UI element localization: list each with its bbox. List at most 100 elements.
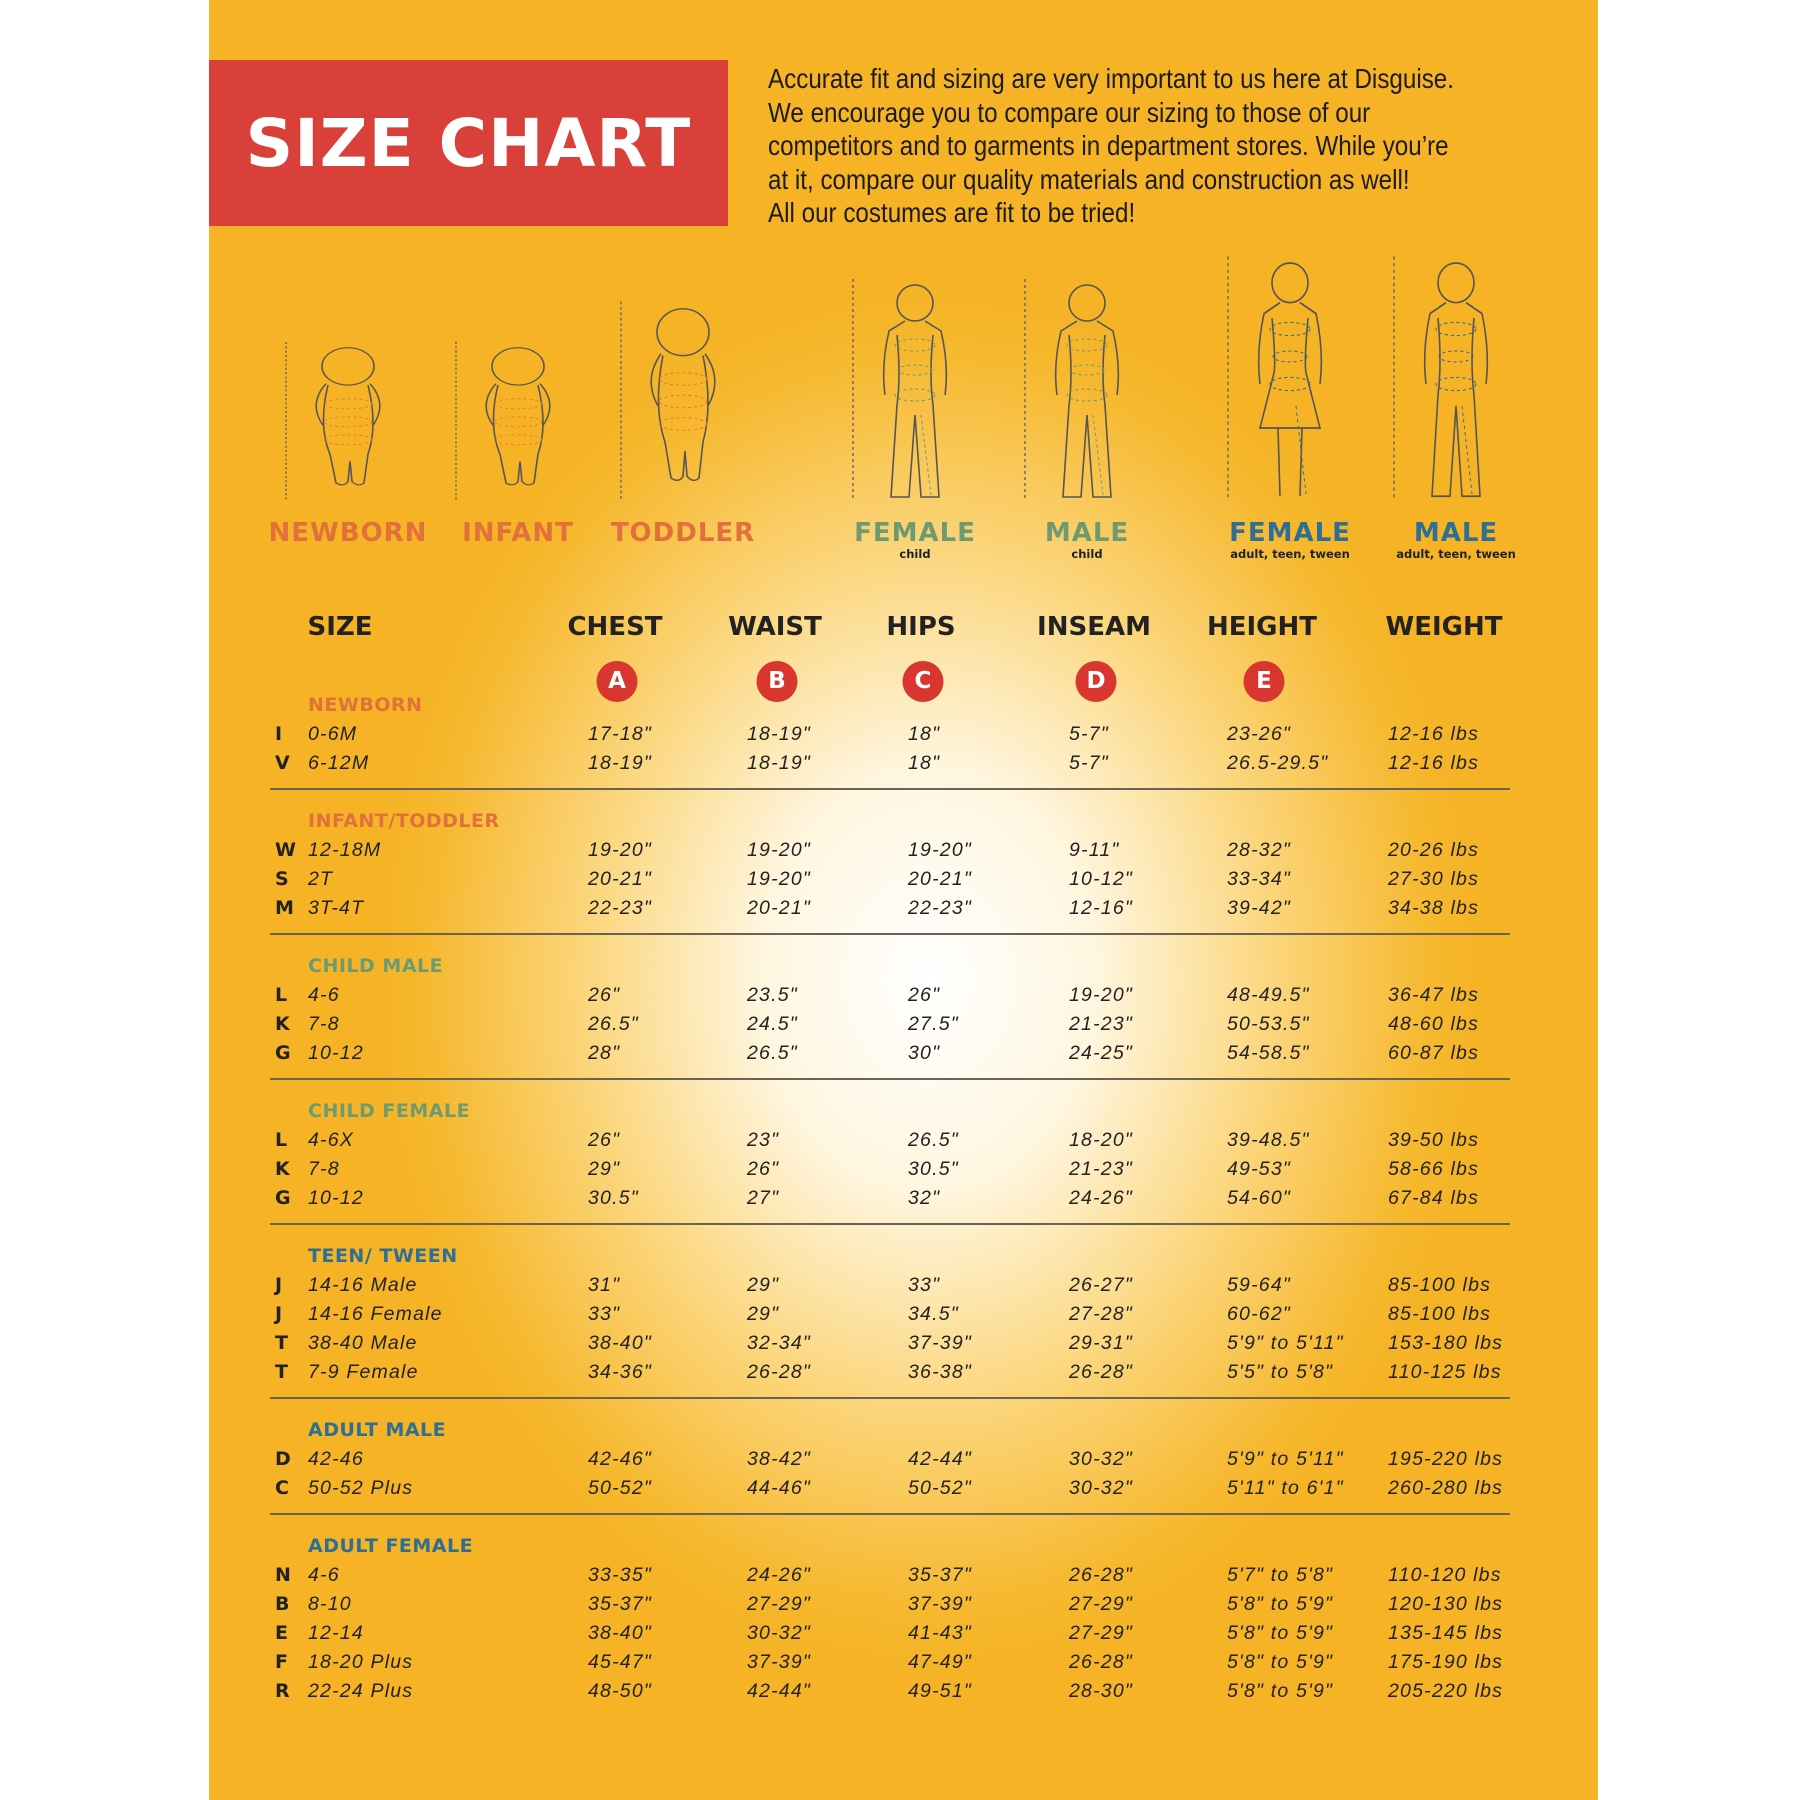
hips-value: 26.5" <box>908 1129 959 1151</box>
weight-value: 48-60 lbs <box>1388 1013 1480 1035</box>
table-row: J 14-16 Male 31" 29" 33" 26-27" 59-64" 85-100 … <box>270 1271 1510 1300</box>
size-code: T <box>275 1361 290 1383</box>
weight-value: 195-220 lbs <box>1388 1448 1504 1470</box>
size-code: T <box>275 1332 290 1354</box>
figure-label-main: MALE <box>1413 518 1499 548</box>
figure-label-main: TODDLER <box>610 518 756 548</box>
size-code: W <box>275 839 298 861</box>
waist-value: 29" <box>747 1303 780 1325</box>
hips-value: 20-21" <box>908 868 972 890</box>
size-value: 2T <box>308 868 334 890</box>
body-outline-icon <box>455 342 551 503</box>
table-row: C 50-52 Plus 50-52" 44-46" 50-52" 30-32" 5'11… <box>270 1474 1510 1503</box>
chest-value: 42-46" <box>588 1448 652 1470</box>
figure-label-sub: adult, teen, tween <box>1230 547 1350 561</box>
section-newborn: NEWBORN I 0-6M 17-18" 18-19" 18" 5-7" 23-26" 1… <box>270 691 1510 790</box>
height-value: 5'8" to 5'9" <box>1227 1651 1334 1673</box>
table-row: L 4-6 26" 23.5" 26" 19-20" 48-49.5" 36-47 lbs <box>270 981 1510 1010</box>
section-child-male: CHILD MALE L 4-6 26" 23.5" 26" 19-20" 48-49.5… <box>270 952 1510 1080</box>
height-value: 59-64" <box>1227 1274 1291 1296</box>
chest-value: 29" <box>588 1158 621 1180</box>
intro-text: Accurate fit and sizing are very importa… <box>768 62 1454 230</box>
size-code: B <box>275 1593 291 1615</box>
figure-label: INFANT <box>462 518 574 548</box>
hips-value: 41-43" <box>908 1622 972 1644</box>
chest-value: 50-52" <box>588 1477 652 1499</box>
inseam-value: 26-27" <box>1069 1274 1133 1296</box>
figure-baby-illustration <box>448 339 588 510</box>
size-value: 14-16 Female <box>308 1303 443 1325</box>
inseam-value: 24-25" <box>1069 1042 1133 1064</box>
waist-value: 27" <box>747 1187 780 1209</box>
section-infant-toddler: INFANT/TODDLER W 12-18M 19-20" 19-20" 19-20… <box>270 807 1510 935</box>
height-value: 5'8" to 5'9" <box>1227 1622 1334 1644</box>
hips-value: 18" <box>908 723 941 745</box>
hips-value: 32" <box>908 1187 941 1209</box>
section-teen-tween: TEEN/ TWEEN J 14-16 Male 31" 29" 33" 26-27" 5… <box>270 1242 1510 1399</box>
table-row: W 12-18M 19-20" 19-20" 19-20" 9-11" 28-32" 20-… <box>270 836 1510 865</box>
size-code: L <box>275 1129 289 1151</box>
table-row: B 8-10 35-37" 27-29" 37-39" 27-29" 5'8" to 5'… <box>270 1590 1510 1619</box>
inseam-value: 5-7" <box>1069 752 1109 774</box>
size-code: M <box>275 897 296 919</box>
table-row: T 38-40 Male 38-40" 32-34" 37-39" 29-31" 5'9"… <box>270 1329 1510 1358</box>
waist-value: 27-29" <box>747 1593 811 1615</box>
waist-value: 20-21" <box>747 897 811 919</box>
size-value: 6-12M <box>308 752 370 774</box>
body-outline-icon <box>620 301 716 502</box>
chest-value: 30.5" <box>588 1187 639 1209</box>
height-value: 48-49.5" <box>1227 984 1310 1006</box>
weight-value: 12-16 lbs <box>1388 723 1480 745</box>
weight-value: 110-120 lbs <box>1388 1564 1502 1586</box>
weight-value: 12-16 lbs <box>1388 752 1480 774</box>
height-value: 39-48.5" <box>1227 1129 1310 1151</box>
inseam-value: 28-30" <box>1069 1680 1133 1702</box>
waist-value: 23" <box>747 1129 780 1151</box>
hips-value: 19-20" <box>908 839 972 861</box>
chest-value: 22-23" <box>588 897 652 919</box>
chest-value: 26" <box>588 1129 621 1151</box>
size-code: K <box>275 1013 291 1035</box>
inseam-value: 27-28" <box>1069 1303 1133 1325</box>
height-value: 54-60" <box>1227 1187 1291 1209</box>
waist-value: 26.5" <box>747 1042 798 1064</box>
table-row: G 10-12 30.5" 27" 32" 24-26" 54-60" 67-84 lbs <box>270 1184 1510 1213</box>
marker-b-circle: B <box>756 661 798 702</box>
waist-value: 42-44" <box>747 1680 811 1702</box>
figure-label-main: MALE <box>1044 518 1130 548</box>
table-row: T 7-9 Female 34-36" 26-28" 36-38" 26-28" 5'5"… <box>270 1358 1510 1387</box>
figure-label-main: NEWBORN <box>268 518 428 548</box>
hips-value: 42-44" <box>908 1448 972 1470</box>
figure-label: MALE child <box>1045 518 1129 560</box>
body-outline-icon <box>1393 256 1489 501</box>
size-value: 10-12 <box>308 1042 364 1064</box>
section-adult-male: ADULT MALE D 42-46 42-46" 38-42" 42-44" 30-3… <box>270 1416 1510 1515</box>
table-row: J 14-16 Female 33" 29" 34.5" 27-28" 60-62" 85-… <box>270 1300 1510 1329</box>
waist-value: 24-26" <box>747 1564 811 1586</box>
weight-value: 153-180 lbs <box>1388 1332 1504 1354</box>
inseam-value: 21-23" <box>1069 1013 1133 1035</box>
body-outline-icon <box>285 342 381 503</box>
figure-adult-female-illustration <box>1220 252 1360 510</box>
table-row: K 7-8 26.5" 24.5" 27.5" 21-23" 50-53.5" 48-60 … <box>270 1010 1510 1039</box>
size-value: 7-8 <box>308 1158 340 1180</box>
hips-value: 37-39" <box>908 1593 972 1615</box>
chest-value: 28" <box>588 1042 621 1064</box>
header-size: SIZE <box>307 612 373 642</box>
size-code: G <box>275 1187 292 1209</box>
height-value: 5'8" to 5'9" <box>1227 1593 1334 1615</box>
body-outline-icon <box>1024 279 1120 501</box>
table-row: E 12-14 38-40" 30-32" 41-43" 27-29" 5'8" to 5… <box>270 1619 1510 1648</box>
size-code: R <box>275 1680 291 1702</box>
size-value: 0-6M <box>308 723 358 745</box>
header-inseam: INSEAM <box>1037 612 1151 642</box>
size-chart-background <box>209 0 1598 1800</box>
hips-value: 30.5" <box>908 1158 959 1180</box>
title-banner: SIZE CHART <box>209 60 728 226</box>
table-row: G 10-12 28" 26.5" 30" 24-25" 54-58.5" 60-87 lb… <box>270 1039 1510 1068</box>
intro-line: competitors and to garments in departmen… <box>768 130 1449 161</box>
size-value: 4-6X <box>308 1129 354 1151</box>
waist-value: 26-28" <box>747 1361 811 1383</box>
waist-value: 30-32" <box>747 1622 811 1644</box>
size-value: 50-52 Plus <box>308 1477 414 1499</box>
